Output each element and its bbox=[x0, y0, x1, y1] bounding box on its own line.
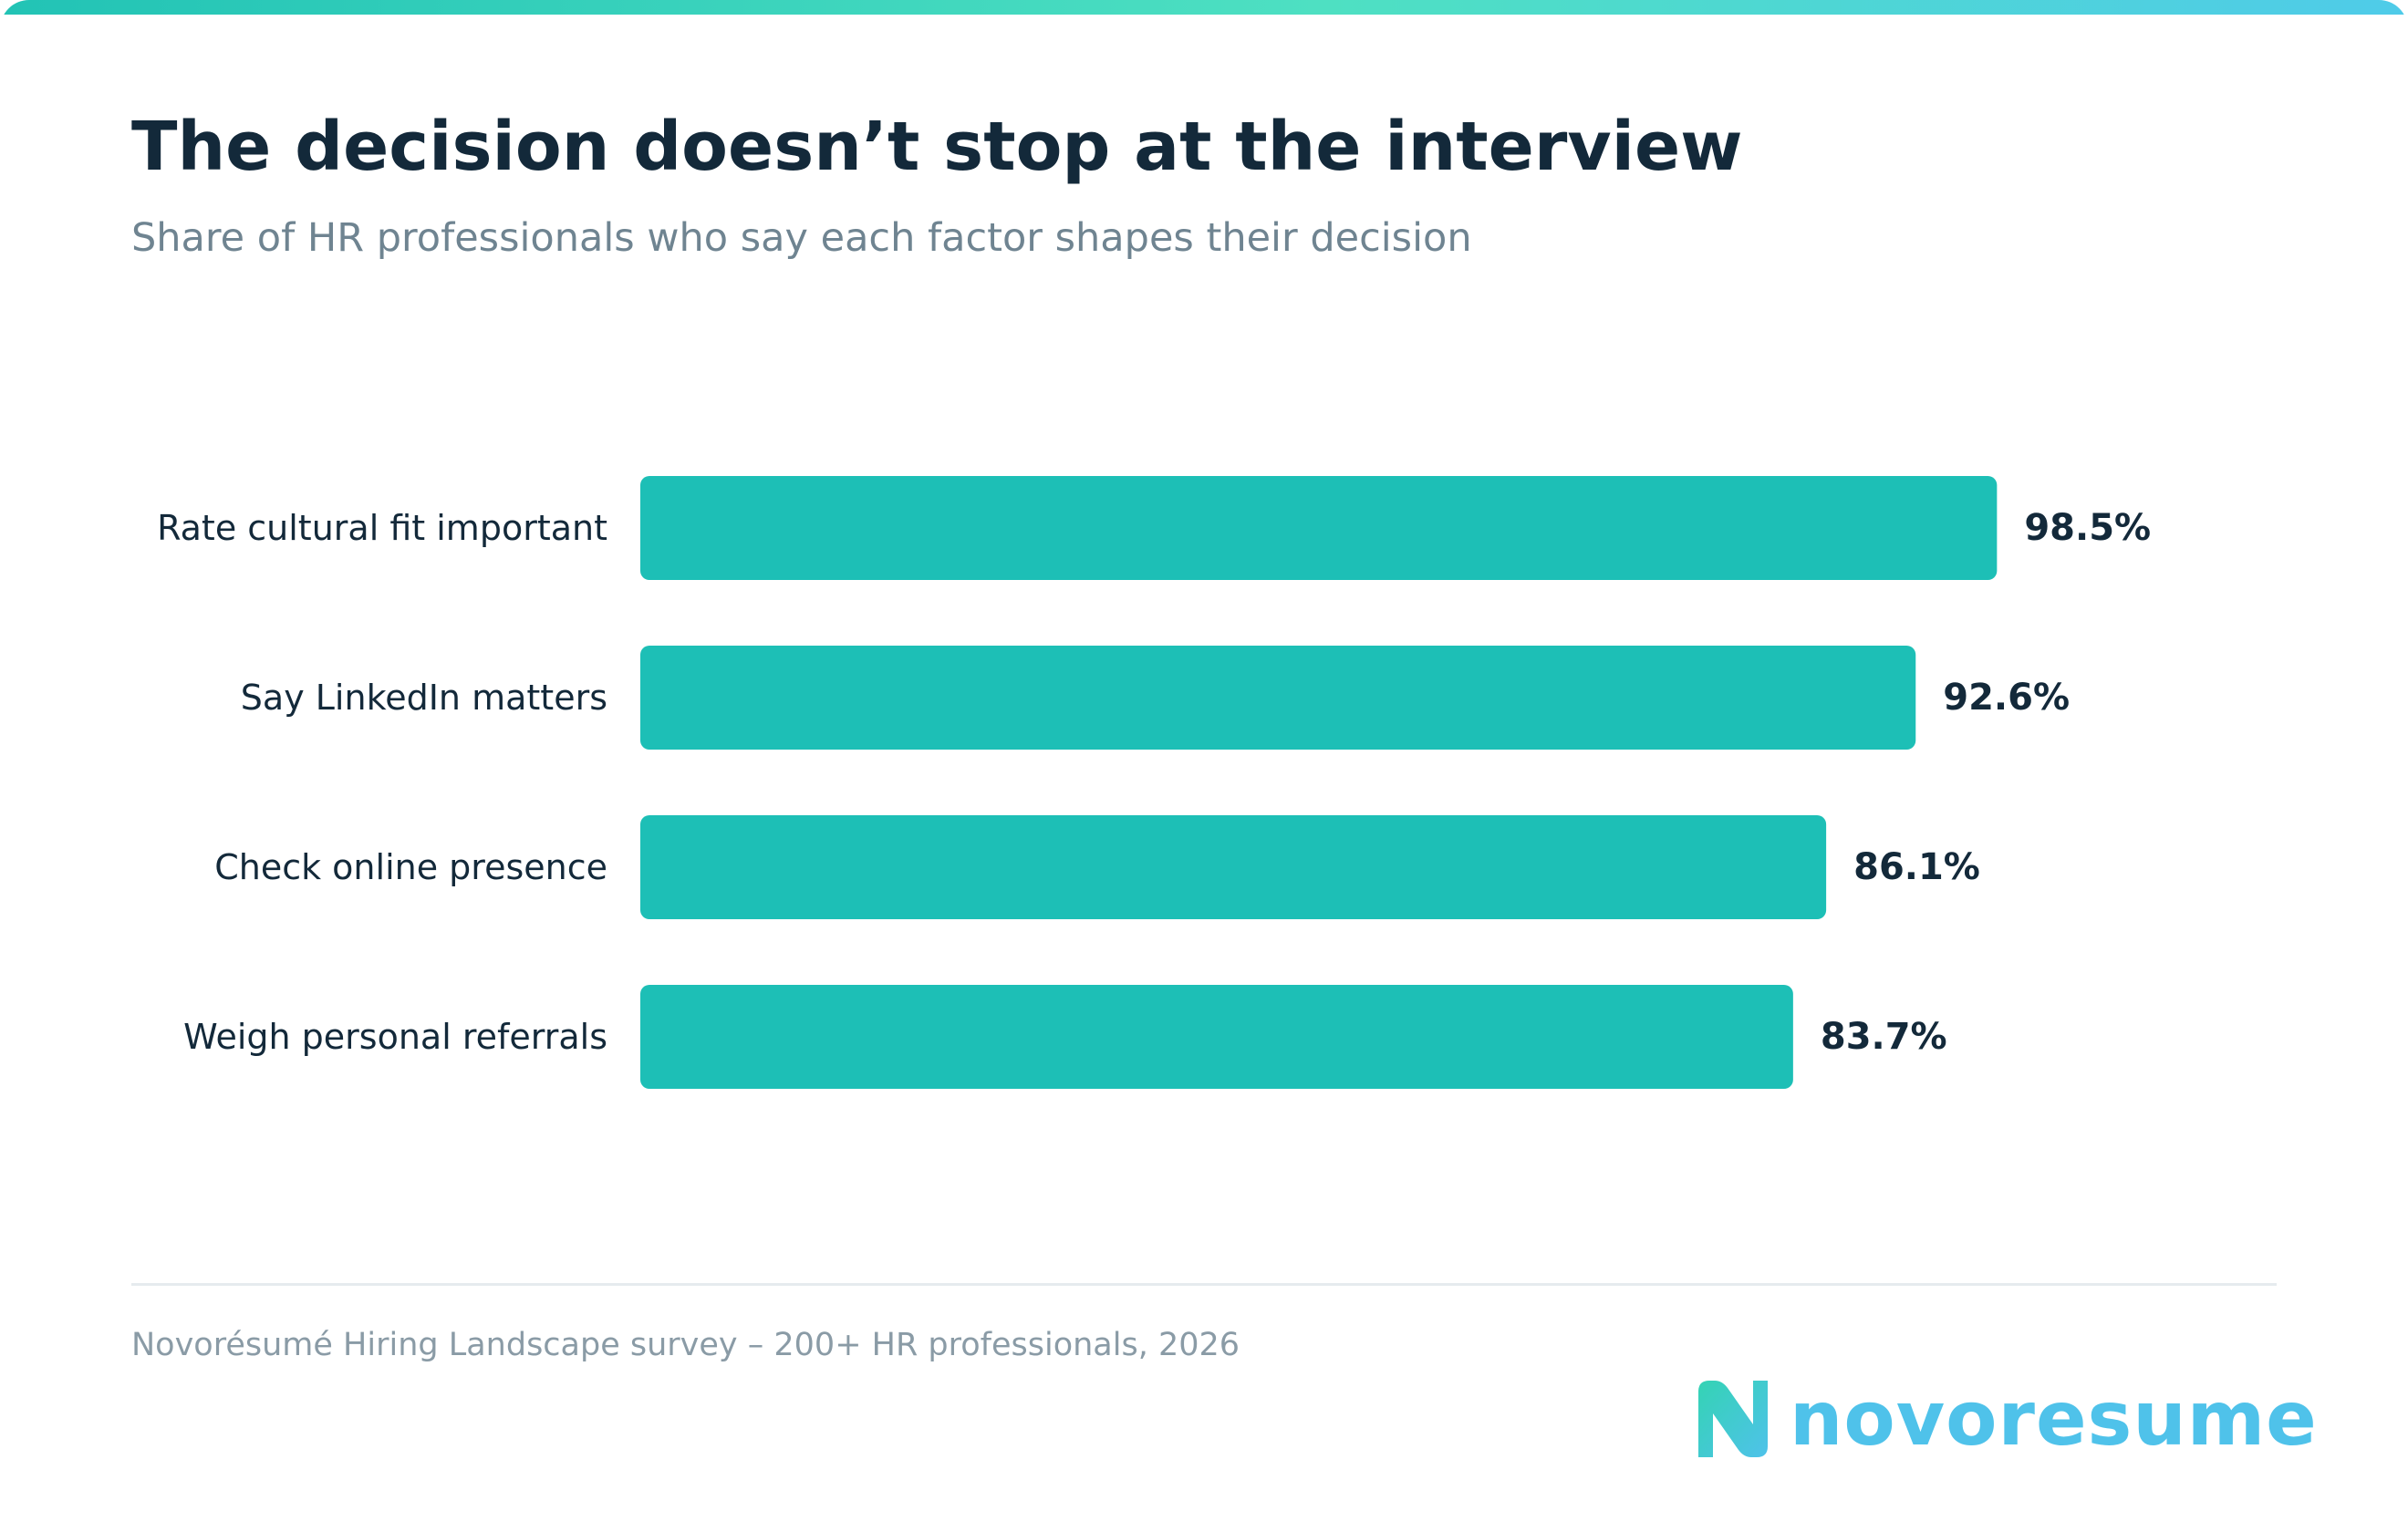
brand-logo: novoresume bbox=[1689, 1373, 2318, 1465]
value-label: 86.1% bbox=[1853, 846, 1980, 888]
value-label: 83.7% bbox=[1821, 1016, 1947, 1058]
footer-divider bbox=[131, 1283, 2277, 1286]
category-label: Check online presence bbox=[214, 847, 607, 887]
category-label: Say LinkedIn matters bbox=[241, 678, 607, 718]
category-label: Weigh personal referrals bbox=[183, 1017, 607, 1057]
bar-1 bbox=[640, 476, 1998, 580]
chart-subtitle: Share of HR professionals who say each f… bbox=[131, 215, 1472, 261]
bar-4 bbox=[640, 985, 1793, 1089]
chart-title: The decision doesn’t stop at the intervi… bbox=[131, 108, 1743, 186]
source-note: Novorésumé Hiring Landscape survey – 200… bbox=[131, 1327, 1240, 1363]
n-logo-icon bbox=[1698, 1381, 1768, 1457]
value-label: 98.5% bbox=[2024, 507, 2151, 549]
bar-3 bbox=[640, 815, 1827, 919]
category-label: Rate cultural fit important bbox=[157, 508, 607, 548]
bar-2 bbox=[640, 646, 1916, 750]
top-accent-strip bbox=[0, 0, 2408, 15]
bars-group: Rate cultural fit important 98.5% Say Link… bbox=[157, 476, 2151, 1089]
value-label: 92.6% bbox=[1943, 677, 2070, 719]
logo-wordmark: novoresume bbox=[1790, 1375, 2318, 1463]
